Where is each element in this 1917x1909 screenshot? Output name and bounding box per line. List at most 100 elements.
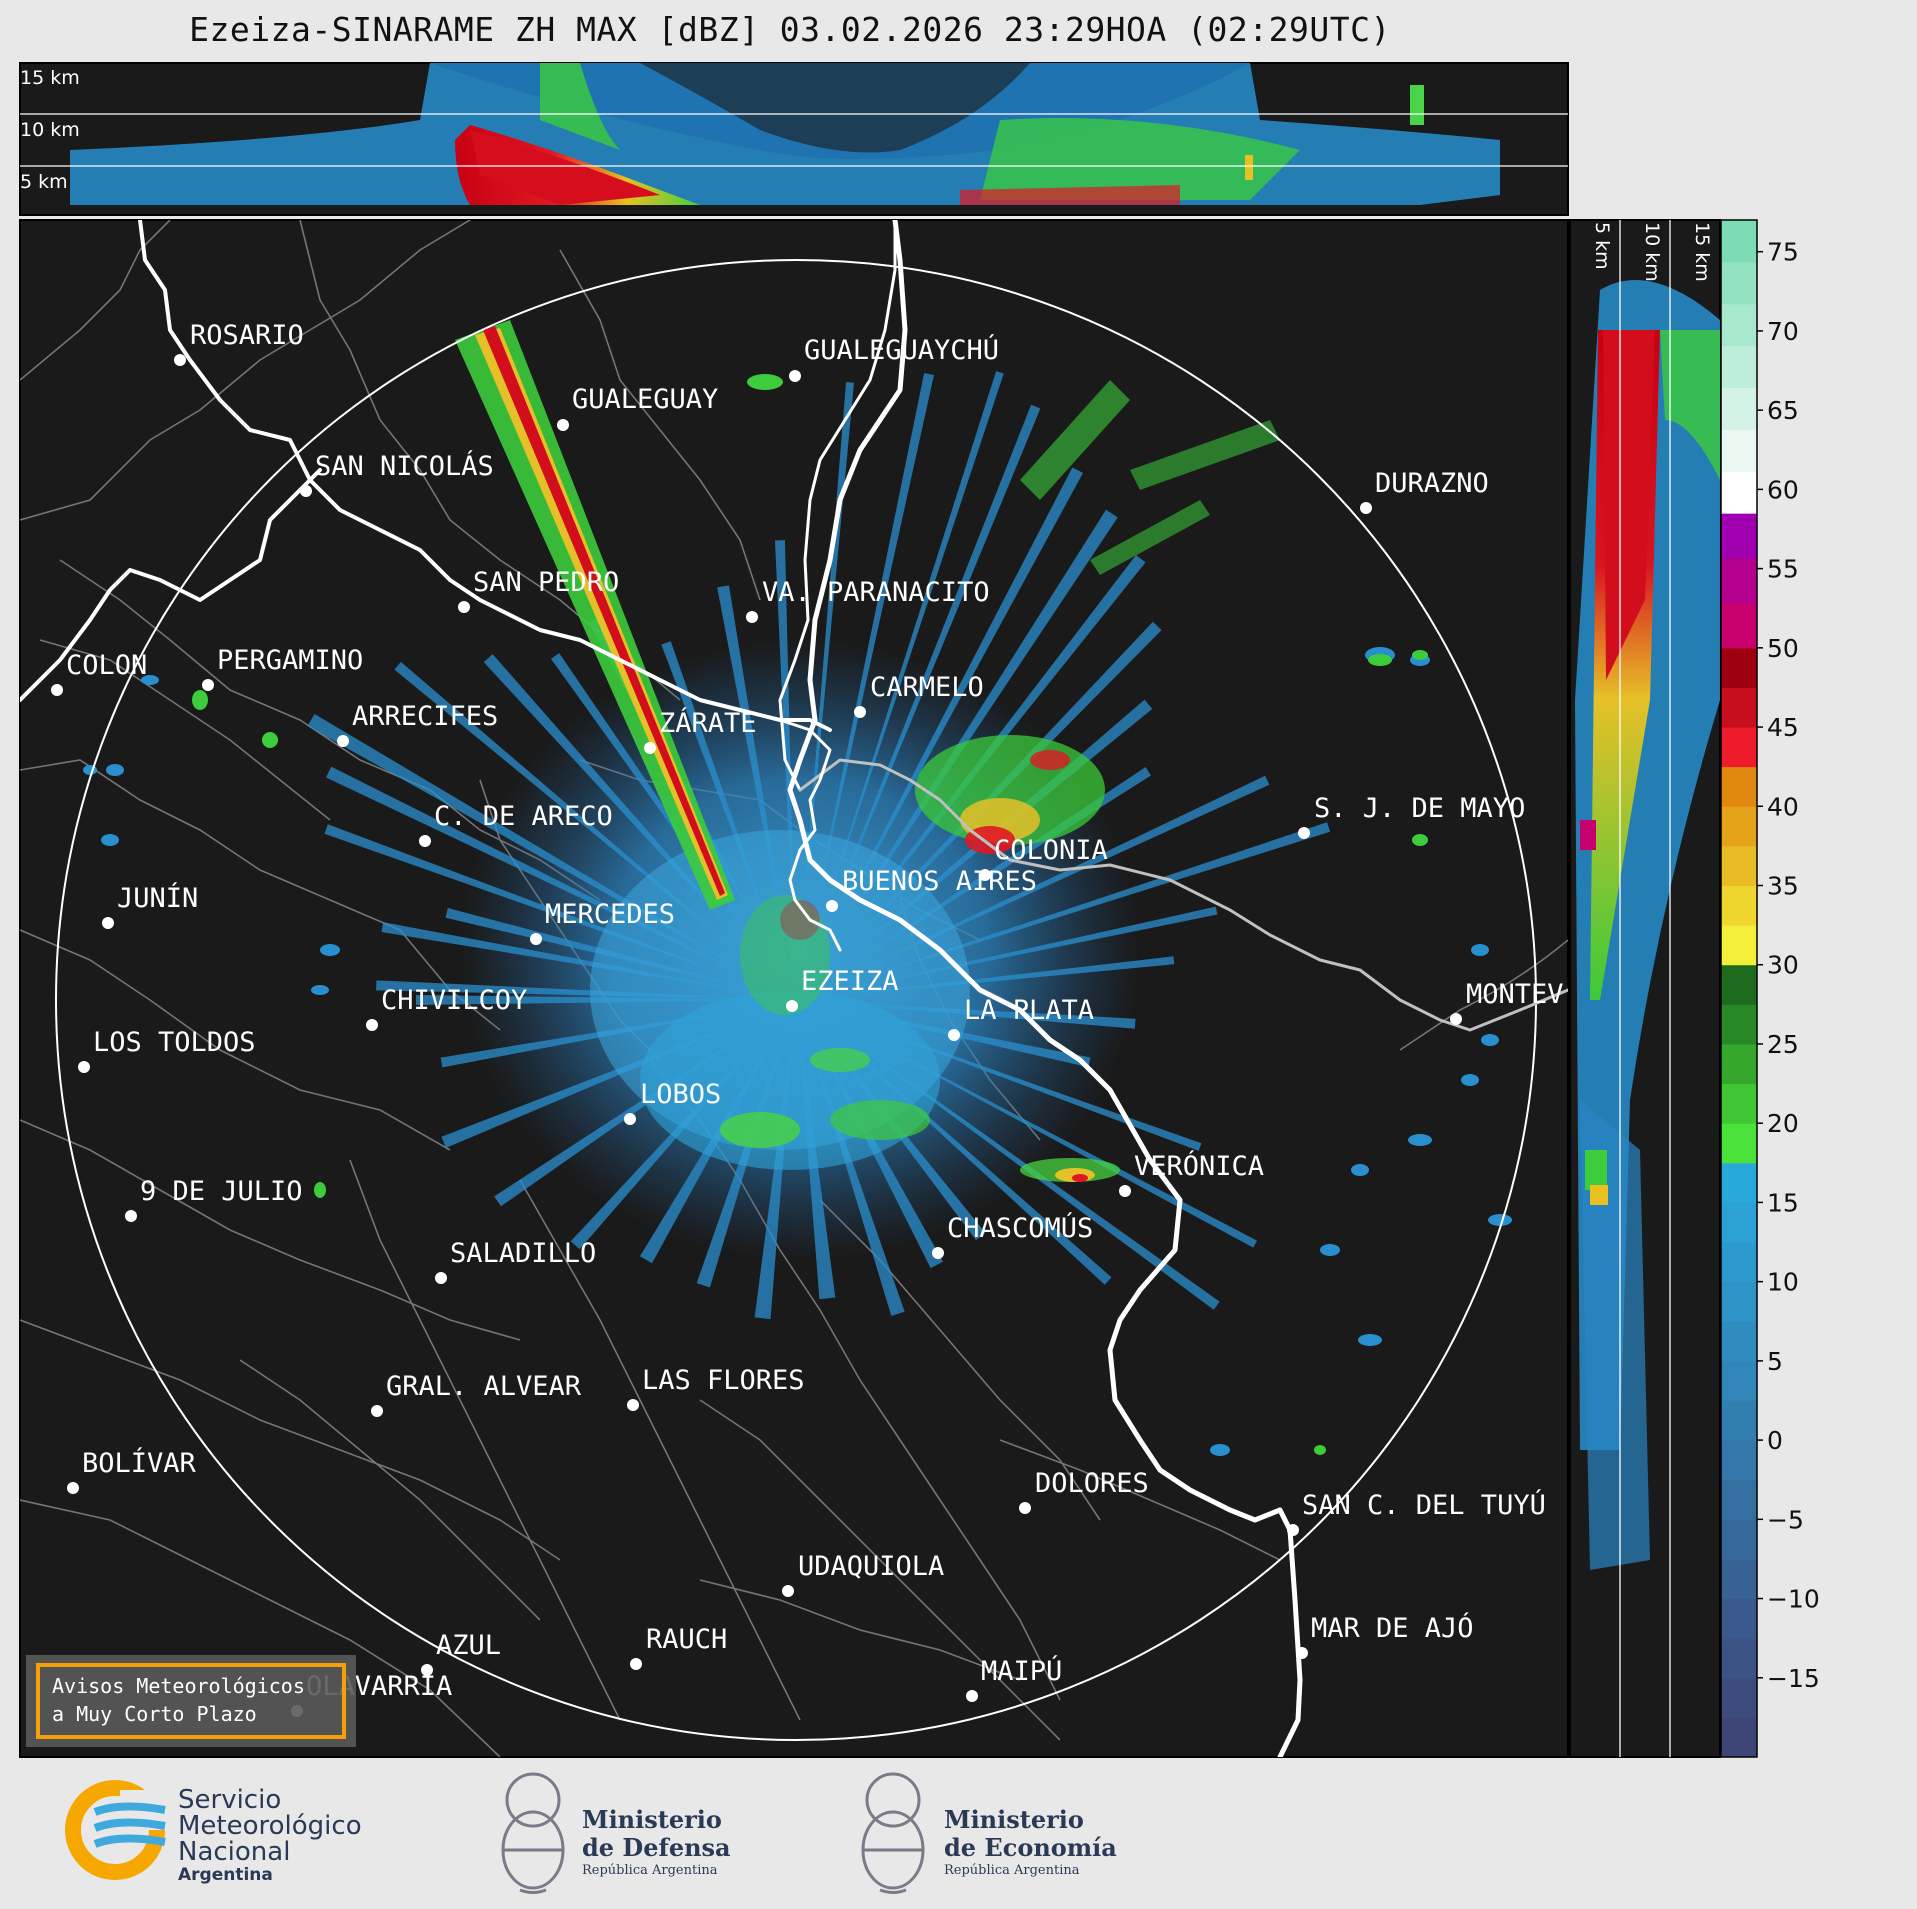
city-dot xyxy=(1019,1502,1031,1514)
city-dot xyxy=(854,706,866,718)
city-dot xyxy=(202,679,214,691)
colorbar-segment xyxy=(1721,261,1757,305)
city-label: LAS FLORES xyxy=(642,1365,805,1396)
chart-title: Ezeiza-SINARAME ZH MAX [dBZ] 03.02.2026 … xyxy=(189,10,1391,49)
colorbar-segment xyxy=(1721,1162,1757,1203)
city-label: EZEIZA xyxy=(801,966,899,997)
city-label: MERCEDES xyxy=(545,899,675,930)
radar-echoes xyxy=(83,320,1512,1456)
colorbar-segment xyxy=(1721,1598,1757,1639)
footer-logos: Servicio Meteorológico Nacional Argentin… xyxy=(65,1772,1117,1894)
city-dot xyxy=(51,684,63,696)
city-markers: ROSARIO GUALEGUAYCHÚ GUALEGUAY SAN NICOLÁS D… xyxy=(51,320,1564,1717)
colorbar-tick-label: 20 xyxy=(1767,1109,1799,1138)
radar-map: ROSARIO GUALEGUAYCHÚ GUALEGUAY SAN NICOLÁS D… xyxy=(19,219,1569,1758)
colorbar-segment xyxy=(1721,1400,1757,1441)
colorbar-segment xyxy=(1721,220,1757,263)
city-dot xyxy=(1360,502,1372,514)
city-label: COLON xyxy=(66,650,147,681)
city-dot xyxy=(1450,1013,1462,1025)
city-label: SAN NICOLÁS xyxy=(315,450,494,482)
city-dot xyxy=(102,917,114,929)
city-label: LA PLATA xyxy=(964,995,1094,1026)
city-dot xyxy=(419,835,431,847)
city-dot xyxy=(782,1585,794,1597)
colorbar-tick-label: −5 xyxy=(1767,1505,1804,1534)
city-label: GRAL. ALVEAR xyxy=(386,1371,582,1402)
colorbar-segment xyxy=(1721,1321,1757,1362)
smn-line1: Servicio xyxy=(178,1785,281,1815)
city-label: MAIPÚ xyxy=(981,1655,1062,1687)
colorbar-segment xyxy=(1721,1558,1757,1600)
colorbar-segment xyxy=(1721,345,1757,389)
city-label: ROSARIO xyxy=(190,320,304,351)
city-label: MONTEV xyxy=(1466,979,1564,1010)
city-label: SAN PEDRO xyxy=(473,567,619,598)
economia-line2: de Economía xyxy=(944,1833,1117,1862)
colorbar-segment xyxy=(1721,1123,1757,1164)
colorbar-tick-label: 0 xyxy=(1767,1426,1783,1455)
colorbar-tick-label: 60 xyxy=(1767,475,1799,504)
colorbar-tick-label: 55 xyxy=(1767,555,1799,584)
smn-line4: Argentina xyxy=(178,1865,273,1885)
city-label: ZÁRATE xyxy=(659,707,757,739)
colorbar-segment xyxy=(1721,766,1757,807)
colorbar-segment xyxy=(1721,647,1757,688)
colorbar-segment xyxy=(1721,513,1757,559)
city-dot xyxy=(458,601,470,613)
city-dot xyxy=(786,1000,798,1012)
city-label: RAUCH xyxy=(646,1624,727,1655)
colorbar-segment xyxy=(1721,602,1757,649)
colorbar-tick-label: 40 xyxy=(1767,792,1799,821)
smn-line2: Meteorológico xyxy=(178,1811,362,1841)
city-dot xyxy=(300,485,312,497)
colorbar-tick-label: 15 xyxy=(1767,1188,1799,1217)
colorbar-tick-label: 30 xyxy=(1767,951,1799,980)
city-dot xyxy=(78,1061,90,1073)
side-cross-section: 5 km 10 km 15 km xyxy=(1569,219,1721,1758)
city-dot xyxy=(1119,1185,1131,1197)
city-label: GUALEGUAYCHÚ xyxy=(804,334,999,366)
city-label: MAR DE AJÓ xyxy=(1311,1612,1474,1644)
city-label: 9 DE JULIO xyxy=(140,1176,303,1207)
colorbar-tick-label: 50 xyxy=(1767,634,1799,663)
side-label-10km: 10 km xyxy=(1641,222,1663,282)
colorbar-tick-label: 70 xyxy=(1767,317,1799,346)
city-dot xyxy=(421,1664,433,1676)
city-dot xyxy=(1287,1524,1299,1536)
city-dot xyxy=(337,735,349,747)
colorbar-segment xyxy=(1721,1004,1757,1045)
colorbar-tick-label: 25 xyxy=(1767,1030,1799,1059)
colorbar-segment xyxy=(1721,1360,1757,1401)
warning-box[interactable]: Avisos Meteorológicos a Muy Corto Plazo xyxy=(26,1655,356,1747)
city-label: UDAQUIOLA xyxy=(798,1551,944,1582)
colorbar-segment xyxy=(1721,687,1757,728)
warning-box-border xyxy=(36,1663,346,1739)
top-label-10km: 10 km xyxy=(20,119,80,141)
city-label: CHASCOMÚS xyxy=(947,1212,1093,1244)
colorbar-segment xyxy=(1721,845,1757,887)
colorbar-segment xyxy=(1721,1281,1757,1322)
colorbar-segment xyxy=(1721,1242,1757,1283)
city-label: DOLORES xyxy=(1035,1468,1149,1499)
colorbar-segment xyxy=(1721,1638,1757,1679)
warning-line2: a Muy Corto Plazo xyxy=(52,1702,257,1726)
city-dot xyxy=(979,869,991,881)
city-label: VA. PARANACITO xyxy=(762,577,990,608)
top-cross-section: 15 km 10 km 5 km xyxy=(19,62,1569,216)
colorbar-segment xyxy=(1721,1479,1757,1520)
city-dot xyxy=(789,370,801,382)
city-label: COLONIA xyxy=(994,835,1108,866)
colorbar-segment xyxy=(1721,1519,1757,1560)
colorbar-tick-label: 5 xyxy=(1767,1347,1783,1376)
city-label: LOBOS xyxy=(640,1079,721,1110)
colorbar-tick-label: 35 xyxy=(1767,872,1799,901)
city-label: LOS TOLDOS xyxy=(93,1027,256,1058)
colorbar-segment xyxy=(1721,1043,1757,1085)
coastlines xyxy=(20,220,1568,1757)
city-dot xyxy=(746,611,758,623)
city-label: GUALEGUAY xyxy=(572,384,718,415)
colorbar-segment xyxy=(1721,387,1757,430)
colorbar-tick-label: 45 xyxy=(1767,713,1799,742)
